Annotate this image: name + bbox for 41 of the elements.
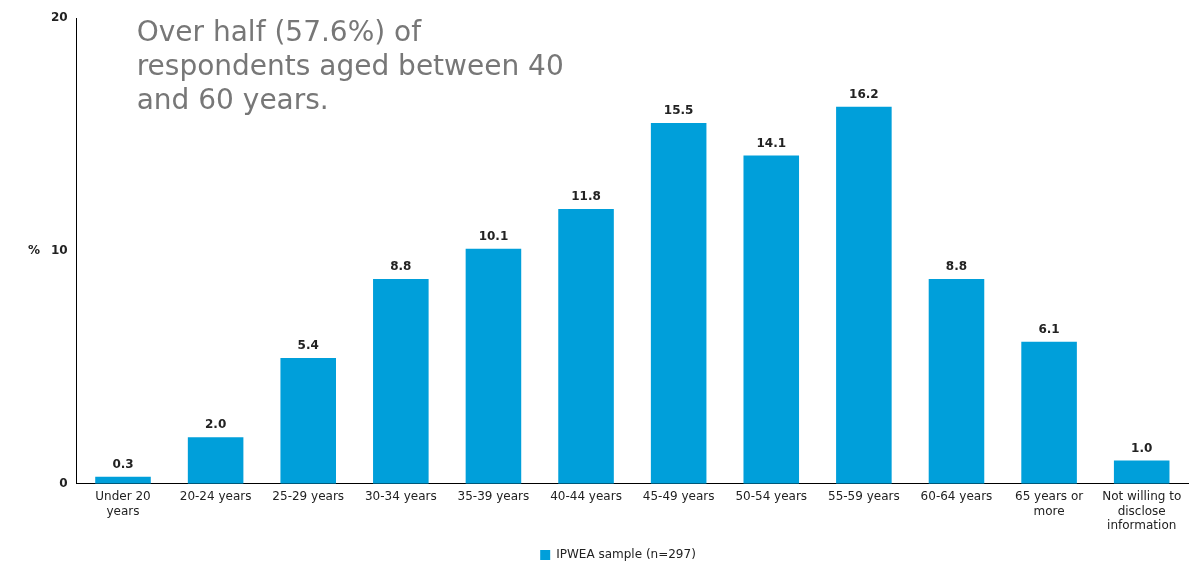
x-tick-label: 65 years or more <box>1014 489 1084 518</box>
y-tick-label: 10 <box>51 243 68 258</box>
legend-label: IPWEA sample (n=297) <box>556 547 696 562</box>
x-tick-label: 35-39 years <box>457 489 530 504</box>
data-label: 8.8 <box>390 259 412 274</box>
x-tick-label: 30-34 years <box>364 489 437 504</box>
y-tick-label: 0 <box>59 475 68 490</box>
data-label: 5.4 <box>297 338 319 353</box>
bar <box>465 248 522 484</box>
data-label: 14.1 <box>756 135 787 150</box>
x-tick-label: 40-44 years <box>550 489 622 504</box>
bar <box>558 209 614 484</box>
bar <box>1113 460 1170 484</box>
bar <box>187 437 244 484</box>
data-label: 11.8 <box>571 189 601 204</box>
data-label: 16.2 <box>849 86 879 101</box>
data-label: 1.0 <box>1131 440 1153 455</box>
bar <box>836 106 892 484</box>
data-label: 15.5 <box>663 103 694 118</box>
bar <box>928 278 985 484</box>
bar <box>373 278 429 484</box>
data-label: 10.1 <box>478 228 509 243</box>
x-tick-label: 60-64 years <box>920 489 993 504</box>
data-label: 6.1 <box>1038 321 1060 336</box>
x-tick-label: 45-49 years <box>642 489 715 504</box>
bar <box>650 122 707 484</box>
bar <box>743 155 800 484</box>
x-tick-label: Under 20 years <box>95 489 151 518</box>
x-tick-label: 50-54 years <box>735 489 808 504</box>
data-label: 8.8 <box>945 259 968 274</box>
bar <box>1021 341 1077 484</box>
data-label: 2.0 <box>204 417 227 432</box>
data-label: 0.3 <box>112 456 134 471</box>
annotation: Over half (57.6%) of respondents aged between 40 and 60 years. <box>136 15 564 117</box>
y-axis-title: % <box>27 243 40 258</box>
x-tick-label: 20-24 years <box>179 489 252 504</box>
x-tick-label: 55-59 years <box>828 489 900 504</box>
y-tick-label: 20 <box>51 10 68 25</box>
x-tick-label: 25-29 years <box>272 489 345 504</box>
x-tick-label: Not willing to disclose information <box>1102 489 1182 532</box>
bar <box>280 358 336 484</box>
